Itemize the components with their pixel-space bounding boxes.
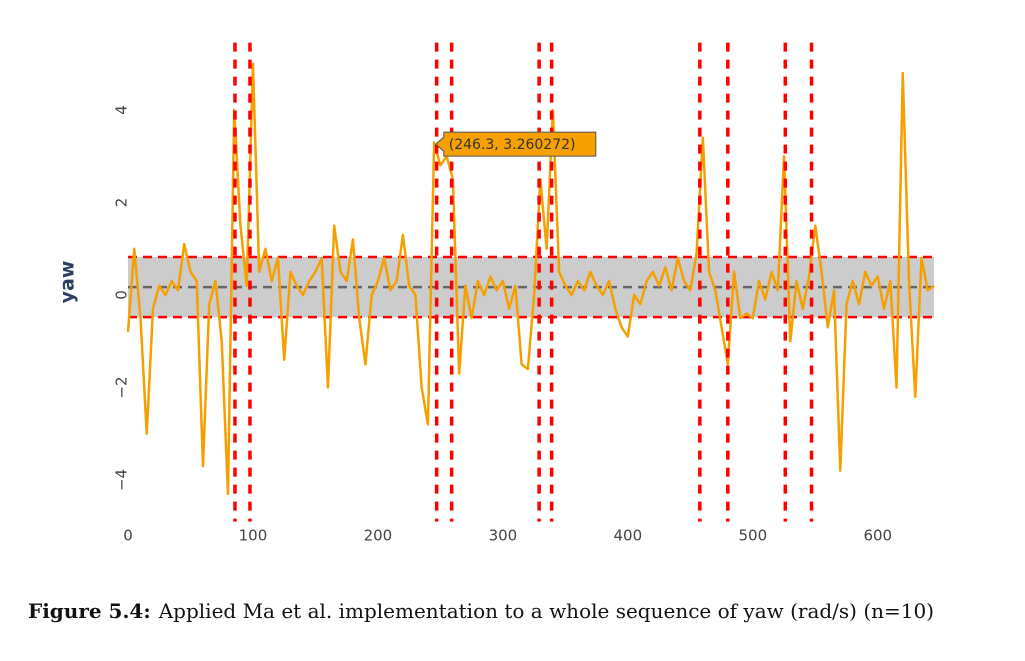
x-tick-label: 400 <box>614 527 643 545</box>
line-series <box>126 62 935 496</box>
y-tick-label: 2 <box>113 198 131 208</box>
y-tick-label: −2 <box>113 376 131 398</box>
x-tick-label: 100 <box>239 527 268 545</box>
x-tick-label: 200 <box>364 527 393 545</box>
y-tick-label: −4 <box>113 469 131 491</box>
caption: Figure 5.4: Applied Ma et al. implementat… <box>28 599 934 623</box>
x-tick-label: 0 <box>123 527 133 545</box>
x-tick-label: 600 <box>863 527 892 545</box>
y-tick-label: 0 <box>113 290 131 300</box>
y-tick-label: 4 <box>113 105 131 115</box>
caption-label: Figure 5.4: <box>28 599 151 623</box>
std-band <box>128 257 934 318</box>
x-tick-label: 300 <box>489 527 518 545</box>
hover-box <box>435 131 597 157</box>
x-tick-label: 500 <box>738 527 767 545</box>
hover-label: (246.3, 3.260272) <box>449 137 576 153</box>
y-axis-label: yaw <box>57 261 79 304</box>
caption-text: Applied Ma et al. implementation to a wh… <box>158 599 934 623</box>
